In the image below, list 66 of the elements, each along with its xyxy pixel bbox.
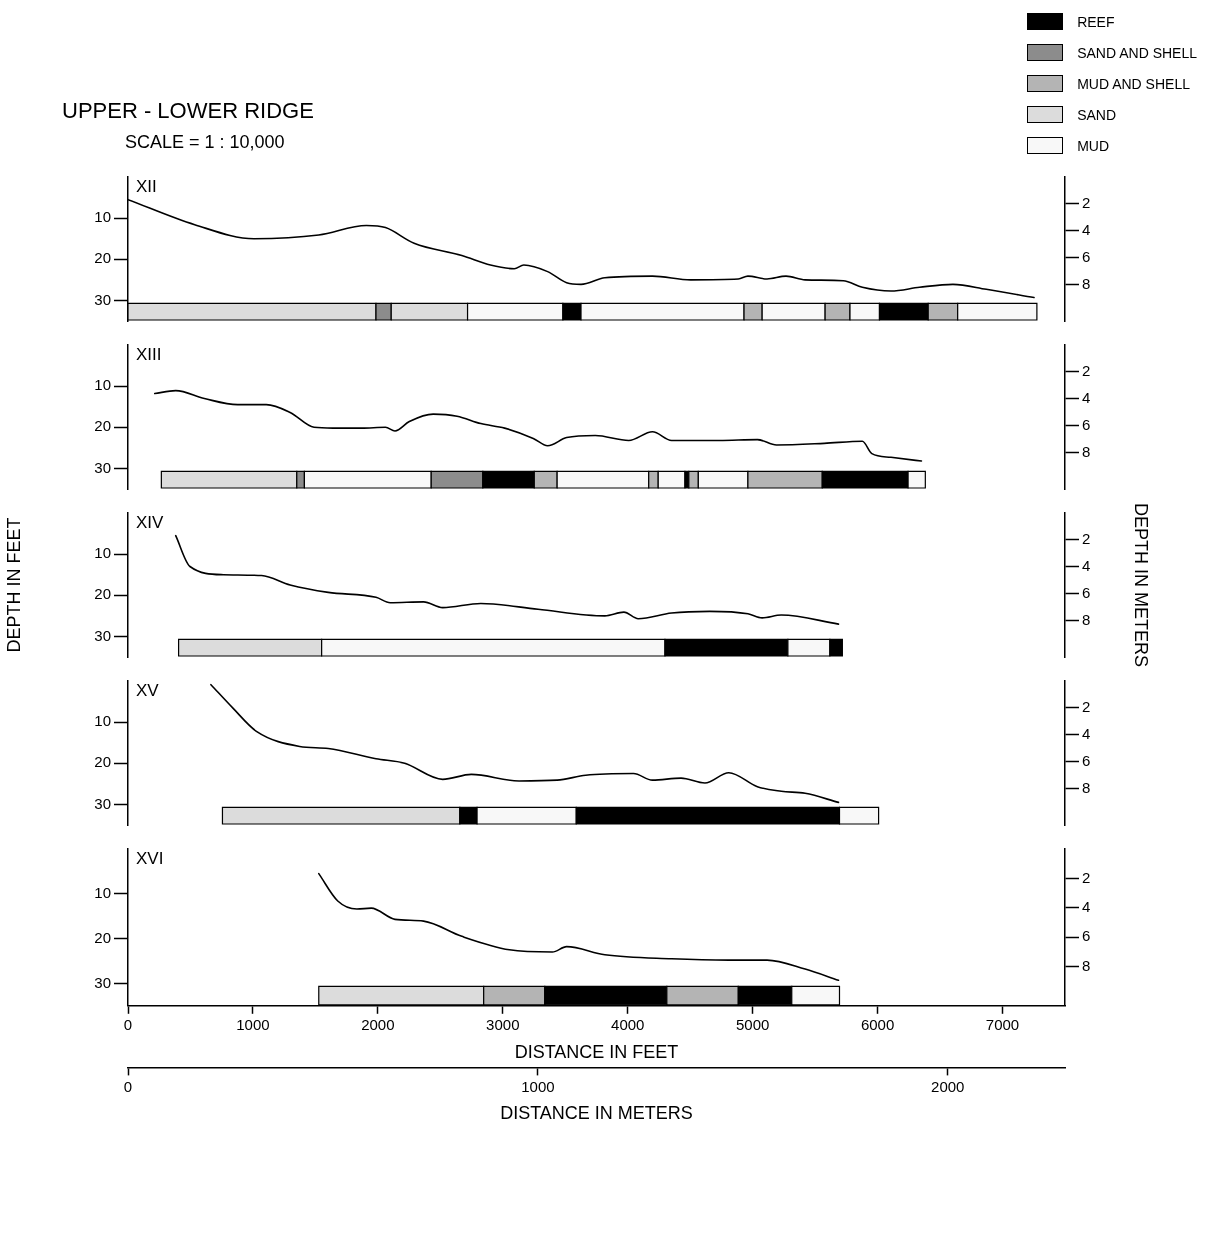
category-label: MUD xyxy=(1077,137,1110,154)
y2-tick-label: 4 xyxy=(1082,725,1091,743)
y2-tick-label: 6 xyxy=(1082,927,1091,945)
category-label: MUD AND SHELL xyxy=(1077,75,1190,92)
y-tick-label: 20 xyxy=(94,753,111,771)
y-tick-label: 30 xyxy=(94,973,111,991)
x-tick-label: 7000 xyxy=(985,1015,1020,1033)
line-series xyxy=(317,872,840,982)
x-tick-label: 1000 xyxy=(236,1015,270,1033)
y2-tick-label: 8 xyxy=(1082,275,1091,293)
y-tick-label: 30 xyxy=(94,626,111,644)
category-label: SAND xyxy=(1077,106,1117,123)
y2-tick-label: 6 xyxy=(1082,416,1091,434)
y2-tick-label: 2 xyxy=(1082,530,1091,548)
x-tick-label: 3000 xyxy=(486,1015,520,1033)
y-tick-label: 30 xyxy=(94,794,111,812)
y2-tick-label: 6 xyxy=(1082,248,1091,266)
x2-tick-label: 1000 xyxy=(521,1077,555,1095)
line-series xyxy=(153,389,923,462)
text: UPPER - LOWER RIDGE xyxy=(62,98,314,124)
y2-tick-label: 4 xyxy=(1082,557,1091,575)
y2-tick-label: 2 xyxy=(1082,362,1091,380)
x-tick-label: 0 xyxy=(123,1015,133,1033)
y2-tick-label: 4 xyxy=(1082,389,1091,407)
x-tick-label: 4000 xyxy=(611,1015,645,1033)
y-axis-title: DEPTH IN FEET xyxy=(3,517,24,653)
x-tick-label: 6000 xyxy=(860,1015,895,1033)
x2-axis-title: DISTANCE IN METERS xyxy=(500,1103,693,1124)
y2-tick-label: 8 xyxy=(1082,611,1091,629)
y2-tick-label: 8 xyxy=(1082,779,1091,797)
y-tick-label: 10 xyxy=(94,712,111,730)
y-tick-label: 20 xyxy=(94,928,111,946)
y2-tick-label: 8 xyxy=(1082,443,1091,461)
y-tick-label: 30 xyxy=(94,458,111,476)
y-tick-label: 20 xyxy=(94,249,111,267)
annotation: XIII xyxy=(136,345,162,365)
annotation: XII xyxy=(136,177,157,197)
y2-tick-label: 8 xyxy=(1082,956,1091,974)
y-tick-label: 30 xyxy=(94,290,111,308)
y2-tick-label: 4 xyxy=(1082,897,1091,915)
x2-tick-label: 2000 xyxy=(931,1077,965,1095)
y2-tick-label: 2 xyxy=(1082,698,1091,716)
annotation: XIV xyxy=(136,513,165,533)
x-axis-title: DISTANCE IN FEET xyxy=(514,1041,679,1062)
category-label: REEF xyxy=(1077,13,1115,30)
category-label: SAND AND SHELL xyxy=(1077,44,1197,61)
line-series xyxy=(174,534,840,625)
x2-tick-label: 0 xyxy=(123,1077,133,1095)
y2-tick-label: 4 xyxy=(1082,221,1091,239)
line-series xyxy=(210,683,840,804)
x-tick-label: 5000 xyxy=(735,1015,770,1033)
y-tick-label: 10 xyxy=(94,208,111,226)
annotation: XVI xyxy=(136,849,164,869)
y-tick-label: 10 xyxy=(94,883,111,901)
y2-axis-title: DEPTH IN METERS xyxy=(1131,502,1152,668)
y2-tick-label: 6 xyxy=(1082,584,1091,602)
text: SCALE = 1 : 10,000 xyxy=(125,132,285,153)
y-tick-label: 20 xyxy=(94,585,111,603)
y-tick-label: 20 xyxy=(94,417,111,435)
y-tick-label: 10 xyxy=(94,544,111,562)
y2-tick-label: 2 xyxy=(1082,868,1091,886)
y2-tick-label: 6 xyxy=(1082,752,1091,770)
y-tick-label: 10 xyxy=(94,376,111,394)
y2-tick-label: 2 xyxy=(1082,194,1091,212)
annotation: XV xyxy=(136,681,160,701)
x-tick-label: 2000 xyxy=(361,1015,395,1033)
